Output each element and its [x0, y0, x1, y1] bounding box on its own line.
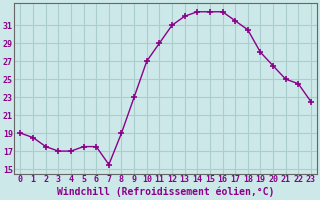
X-axis label: Windchill (Refroidissement éolien,°C): Windchill (Refroidissement éolien,°C) [57, 187, 274, 197]
